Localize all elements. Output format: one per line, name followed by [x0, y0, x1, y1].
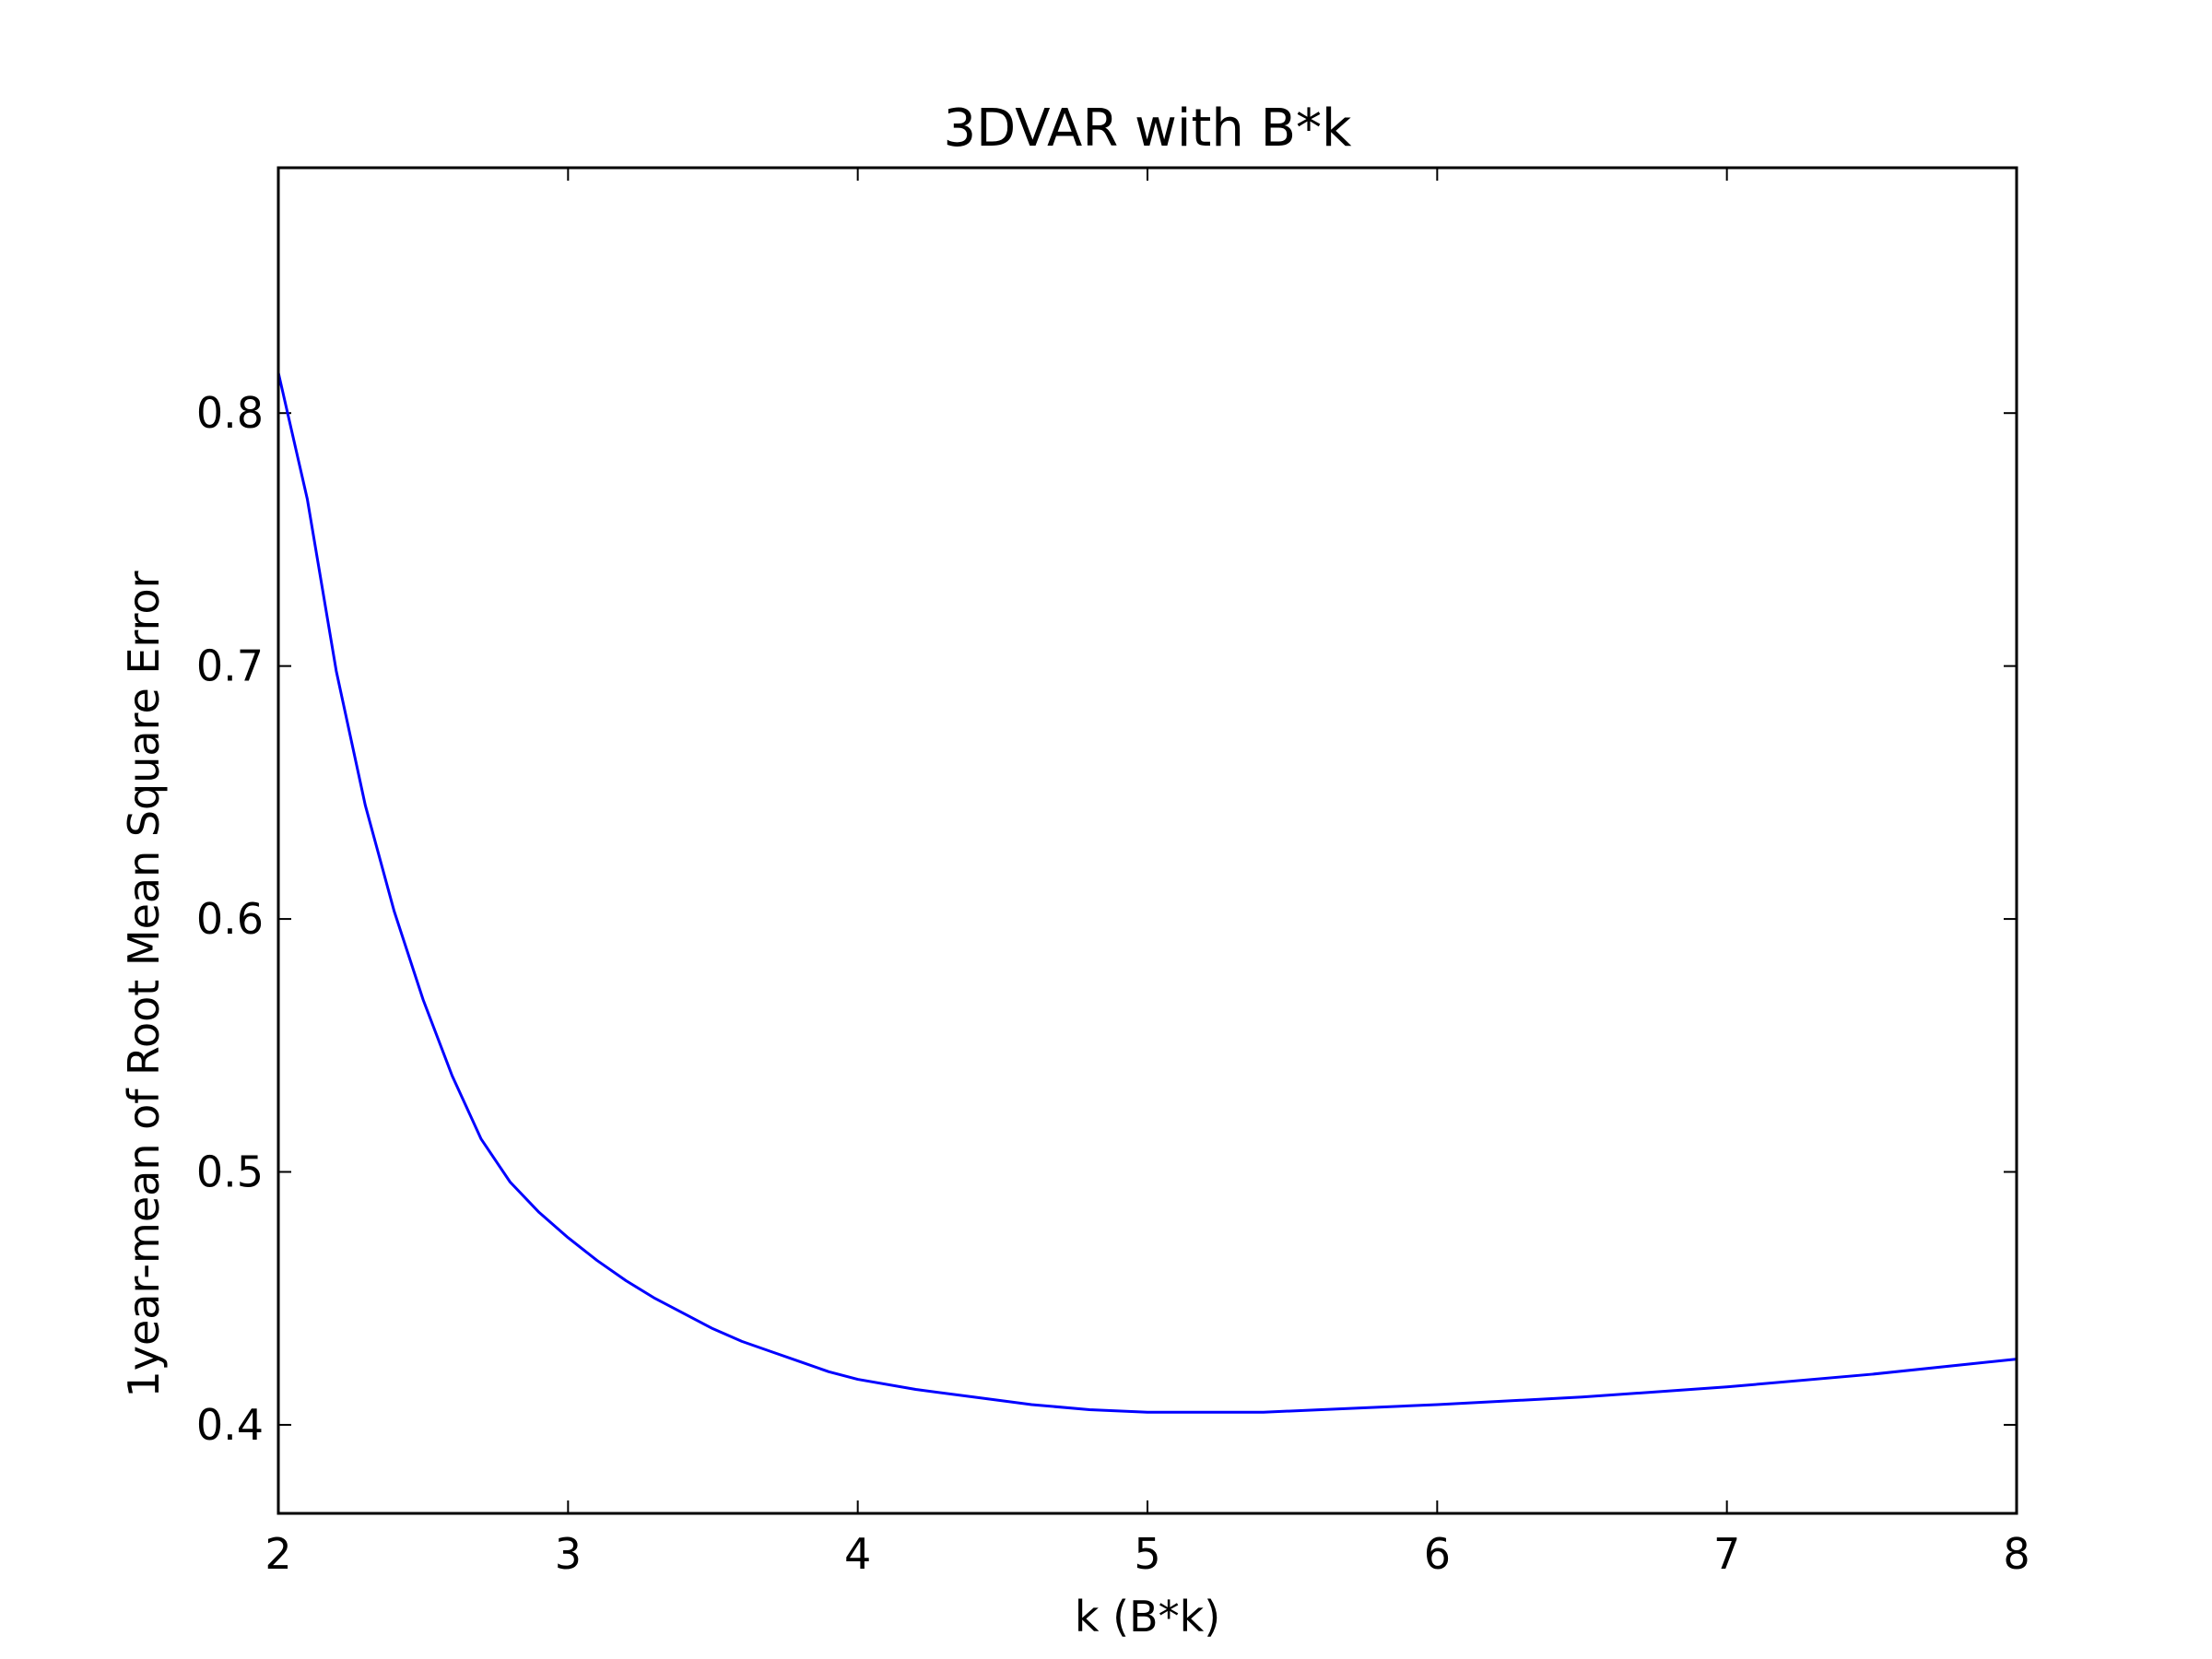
y-tick-label: 0.6	[196, 894, 264, 944]
x-axis-label: k (B*k)	[1075, 1592, 1220, 1641]
x-tick-label: 3	[555, 1529, 582, 1579]
x-tick-label: 5	[1134, 1529, 1160, 1579]
x-tick-label: 4	[844, 1529, 871, 1579]
y-axis-label: 1year-mean of Root Mean Square Error	[119, 571, 169, 1397]
x-tick-label: 6	[1424, 1529, 1451, 1579]
series-line-0	[276, 371, 2018, 1414]
y-tick-label: 0.5	[196, 1147, 264, 1197]
y-tick-label: 0.8	[196, 388, 264, 438]
series-layer	[276, 371, 2018, 1414]
plot-frame	[276, 166, 2018, 1515]
tick-layer: 2 3 4 5 6 7 8 0.4 0.5 0.6 0.7 0.8	[196, 168, 2030, 1579]
x-tick-label: 7	[1713, 1529, 1740, 1579]
chart-title: 3DVAR with B*k	[944, 99, 1353, 159]
y-tick-label: 0.4	[196, 1400, 264, 1450]
y-tick-label: 0.7	[196, 641, 264, 691]
x-tick-label: 2	[265, 1529, 291, 1579]
x-tick-label: 8	[2003, 1529, 2030, 1579]
